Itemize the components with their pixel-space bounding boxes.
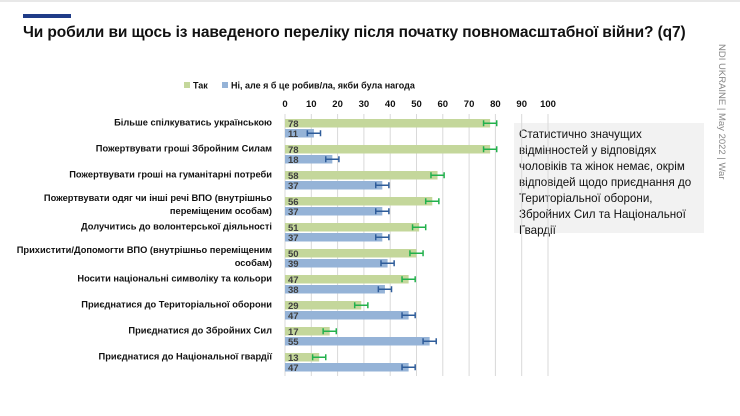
bar [285, 337, 430, 346]
side-caption: NDI UKRAINE | May 2022 | War [716, 44, 727, 180]
data-label: 13 [288, 353, 299, 364]
data-label: 78 [288, 119, 299, 130]
data-label: 47 [288, 311, 299, 322]
category-label: Приєднатися до Збройних Сил [128, 326, 272, 336]
data-label: 56 [288, 197, 299, 208]
data-label: 39 [288, 259, 299, 270]
x-tick-label: 100 [540, 99, 556, 110]
x-tick-label: 90 [516, 99, 527, 110]
data-label: 50 [288, 249, 299, 260]
data-label: 17 [288, 327, 299, 338]
x-tick-label: 40 [385, 99, 396, 110]
data-label: 37 [288, 181, 299, 192]
legend-swatch [222, 82, 228, 88]
bar [285, 249, 417, 258]
title-accent-bar [23, 14, 71, 18]
bar [285, 301, 362, 310]
x-tick-label: 80 [490, 99, 501, 110]
data-label: 51 [288, 223, 299, 234]
data-label: 37 [288, 233, 299, 244]
bar [285, 145, 491, 154]
bar [285, 119, 491, 128]
category-label: Приєднатися до Територіальної оборони [81, 300, 272, 310]
category-label: Носити національні символіку та кольори [77, 274, 272, 284]
bar [285, 181, 383, 190]
note-box: Статистично значущих відмінностей у відп… [514, 123, 704, 237]
category-label: особам) [235, 258, 272, 268]
data-label: 29 [288, 301, 299, 312]
bar [285, 275, 409, 284]
category-label: Пожертвувати одяг чи інші речі ВПО (внут… [44, 193, 272, 203]
bar [285, 155, 333, 164]
data-label: 37 [288, 207, 299, 218]
data-label: 38 [288, 285, 299, 296]
data-label: 47 [288, 363, 299, 374]
x-tick-label: 60 [438, 99, 449, 110]
bar [285, 233, 383, 242]
category-label: Пожертвувати гроші на гуманітарні потреб… [69, 170, 272, 180]
category-label: Приєднатися до Національної гвардії [99, 352, 273, 362]
data-label: 78 [288, 145, 299, 156]
page-title: Чи робили ви щось із наведеного переліку… [23, 24, 686, 41]
x-tick-label: 70 [464, 99, 475, 110]
data-label: 58 [288, 171, 299, 182]
bar [285, 197, 433, 206]
data-label: 55 [288, 337, 299, 348]
data-label: 18 [288, 155, 299, 166]
x-tick-label: 20 [332, 99, 343, 110]
x-tick-label: 10 [306, 99, 317, 110]
bar [285, 363, 409, 372]
category-label: Прихистити/Допомогти ВПО (внутрішньо пер… [17, 245, 272, 255]
bar [285, 353, 320, 362]
legend-label: Так [193, 81, 208, 91]
bar [285, 285, 385, 294]
x-tick-label: 50 [411, 99, 422, 110]
x-tick-label: 0 [282, 99, 287, 110]
bar [285, 311, 409, 320]
data-label: 11 [288, 129, 299, 140]
category-label: Більше спілкуватись українською [114, 118, 272, 128]
data-label: 47 [288, 275, 299, 286]
legend-swatch [184, 82, 190, 88]
category-label: Долучитись до волонтерської діяльності [81, 222, 272, 232]
category-label: переміщеним особам) [170, 206, 272, 216]
bar [285, 207, 383, 216]
bar [285, 259, 388, 268]
x-tick-label: 30 [359, 99, 370, 110]
top-border [0, 0, 740, 2]
bar [285, 223, 420, 232]
bar [285, 327, 330, 336]
bar [285, 171, 438, 180]
category-label: Пожертвувати гроші Збройним Силам [96, 144, 272, 154]
bar [285, 129, 314, 138]
legend-label: Ні, але я б це робив/ла, якби була нагод… [231, 81, 416, 91]
